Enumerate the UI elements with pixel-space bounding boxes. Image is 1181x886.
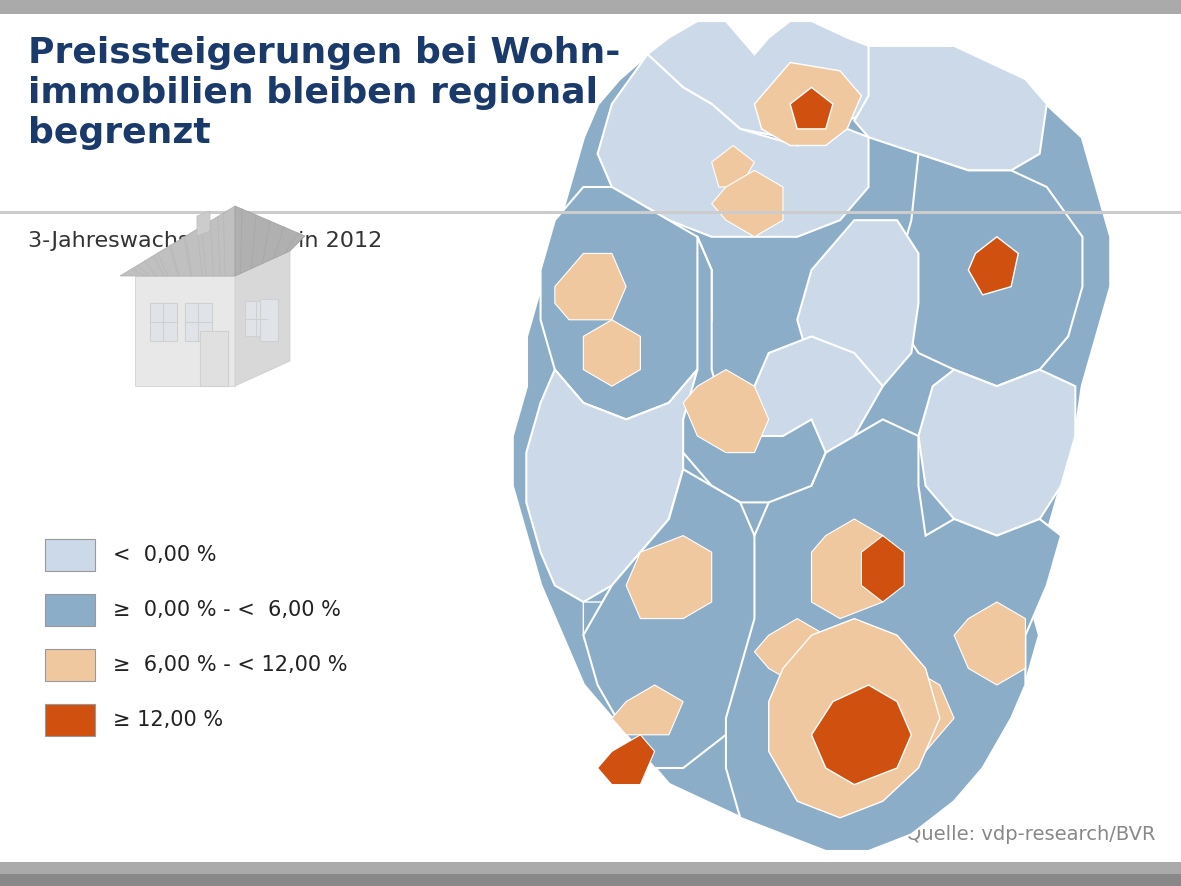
Polygon shape: [541, 187, 712, 419]
Polygon shape: [854, 46, 1046, 170]
Polygon shape: [769, 618, 940, 818]
Polygon shape: [861, 536, 905, 602]
Text: immobilien bleiben regional: immobilien bleiben regional: [28, 76, 598, 110]
Bar: [45, 594, 94, 626]
Bar: [45, 704, 94, 736]
Polygon shape: [527, 369, 698, 602]
Text: 3-Jahreswachstumsrate in 2012: 3-Jahreswachstumsrate in 2012: [28, 231, 383, 251]
Bar: [185, 303, 213, 341]
Text: Preissteigerungen bei Wohn-: Preissteigerungen bei Wohn-: [28, 36, 620, 70]
Polygon shape: [797, 221, 919, 386]
Text: ≥  6,00 % - < 12,00 %: ≥ 6,00 % - < 12,00 %: [113, 655, 347, 675]
Polygon shape: [668, 237, 826, 502]
Text: Quelle: vdp-research/BVR: Quelle: vdp-research/BVR: [906, 825, 1155, 844]
Bar: [244, 301, 267, 336]
Polygon shape: [235, 251, 291, 386]
Bar: [0, 0, 1181, 14]
Polygon shape: [755, 63, 861, 145]
Polygon shape: [135, 276, 235, 386]
Text: ≥  0,00 % - <  6,00 %: ≥ 0,00 % - < 6,00 %: [113, 600, 341, 620]
Text: <  0,00 %: < 0,00 %: [113, 545, 216, 565]
Text: begrenzt: begrenzt: [28, 116, 210, 150]
Polygon shape: [598, 54, 868, 237]
Bar: [45, 539, 94, 571]
Polygon shape: [811, 519, 898, 618]
Polygon shape: [790, 88, 833, 128]
Polygon shape: [811, 685, 912, 785]
Polygon shape: [854, 668, 954, 751]
Bar: [260, 299, 278, 341]
Polygon shape: [647, 21, 883, 137]
Polygon shape: [755, 337, 883, 470]
Polygon shape: [626, 536, 712, 618]
Bar: [150, 303, 177, 341]
Polygon shape: [197, 211, 210, 236]
Polygon shape: [712, 170, 783, 237]
Polygon shape: [683, 369, 769, 453]
Bar: [0, 211, 1181, 214]
Bar: [0, 862, 1181, 874]
Polygon shape: [898, 154, 1083, 386]
Polygon shape: [612, 685, 683, 734]
Polygon shape: [598, 734, 654, 785]
Bar: [45, 649, 94, 681]
Polygon shape: [726, 419, 1061, 851]
Polygon shape: [919, 369, 1076, 536]
Polygon shape: [513, 21, 1111, 851]
Bar: [200, 331, 228, 386]
Polygon shape: [555, 253, 626, 320]
Bar: [0, 874, 1181, 886]
Polygon shape: [712, 145, 755, 187]
Polygon shape: [583, 470, 769, 768]
Polygon shape: [120, 206, 235, 276]
Polygon shape: [968, 237, 1018, 295]
Polygon shape: [583, 602, 626, 652]
Polygon shape: [954, 602, 1025, 685]
Polygon shape: [235, 206, 305, 276]
Polygon shape: [755, 618, 826, 685]
Text: ≥ 12,00 %: ≥ 12,00 %: [113, 710, 223, 730]
Polygon shape: [583, 320, 640, 386]
